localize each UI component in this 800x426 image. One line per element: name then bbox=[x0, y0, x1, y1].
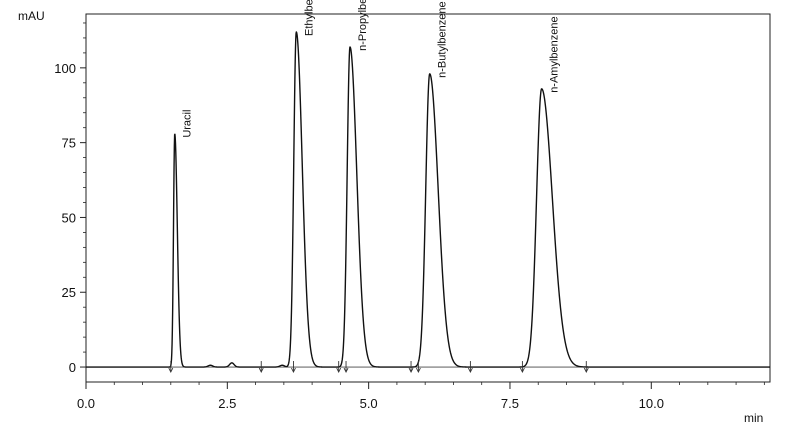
x-tick-label: 7.5 bbox=[501, 396, 519, 411]
peak-label: Uracil bbox=[182, 110, 194, 138]
axis-tick-labels: 0 25 50 75 100 0.0 2.5 5.0 7.5 10.0 bbox=[54, 61, 664, 411]
y-tick-label: 0 bbox=[69, 360, 76, 375]
x-tick-label: 0.0 bbox=[77, 396, 95, 411]
peak-labels: Uracil Ethylbenzene n-Propylbenzene n-Butyl… bbox=[182, 0, 561, 138]
x-tick-label: 2.5 bbox=[218, 396, 236, 411]
peak-label: n-Amylbenzene bbox=[549, 16, 561, 92]
y-tick-label: 100 bbox=[54, 61, 76, 76]
y-tick-label: 50 bbox=[62, 210, 76, 225]
integration-mark-arrow bbox=[467, 367, 473, 374]
x-axis-unit: min bbox=[744, 411, 763, 425]
y-tick-label: 25 bbox=[62, 285, 76, 300]
integration-mark-arrow bbox=[415, 367, 421, 374]
peak-label: Ethylbenzene bbox=[303, 0, 315, 36]
integration-mark-arrow bbox=[168, 367, 174, 374]
peak-label: n-Butylbenzene bbox=[437, 1, 449, 77]
integration-marks bbox=[168, 361, 589, 374]
integration-mark-arrow bbox=[583, 367, 589, 374]
integration-mark-arrow bbox=[343, 367, 349, 374]
axis-ticks bbox=[80, 22, 765, 389]
x-tick-label: 10.0 bbox=[639, 396, 664, 411]
x-tick-label: 5.0 bbox=[360, 396, 378, 411]
peak-label: n-Propylbenzene bbox=[357, 0, 369, 51]
integration-mark-arrow bbox=[408, 367, 414, 374]
integration-mark-arrow bbox=[336, 367, 342, 374]
integration-mark-arrow bbox=[520, 367, 525, 374]
y-axis-unit: mAU bbox=[18, 9, 45, 23]
plot-frame bbox=[85, 13, 771, 383]
y-tick-label: 75 bbox=[62, 136, 76, 151]
integration-mark-arrow bbox=[258, 367, 264, 374]
integration-mark-arrow bbox=[291, 367, 296, 374]
chromatogram-trace bbox=[85, 31, 771, 368]
